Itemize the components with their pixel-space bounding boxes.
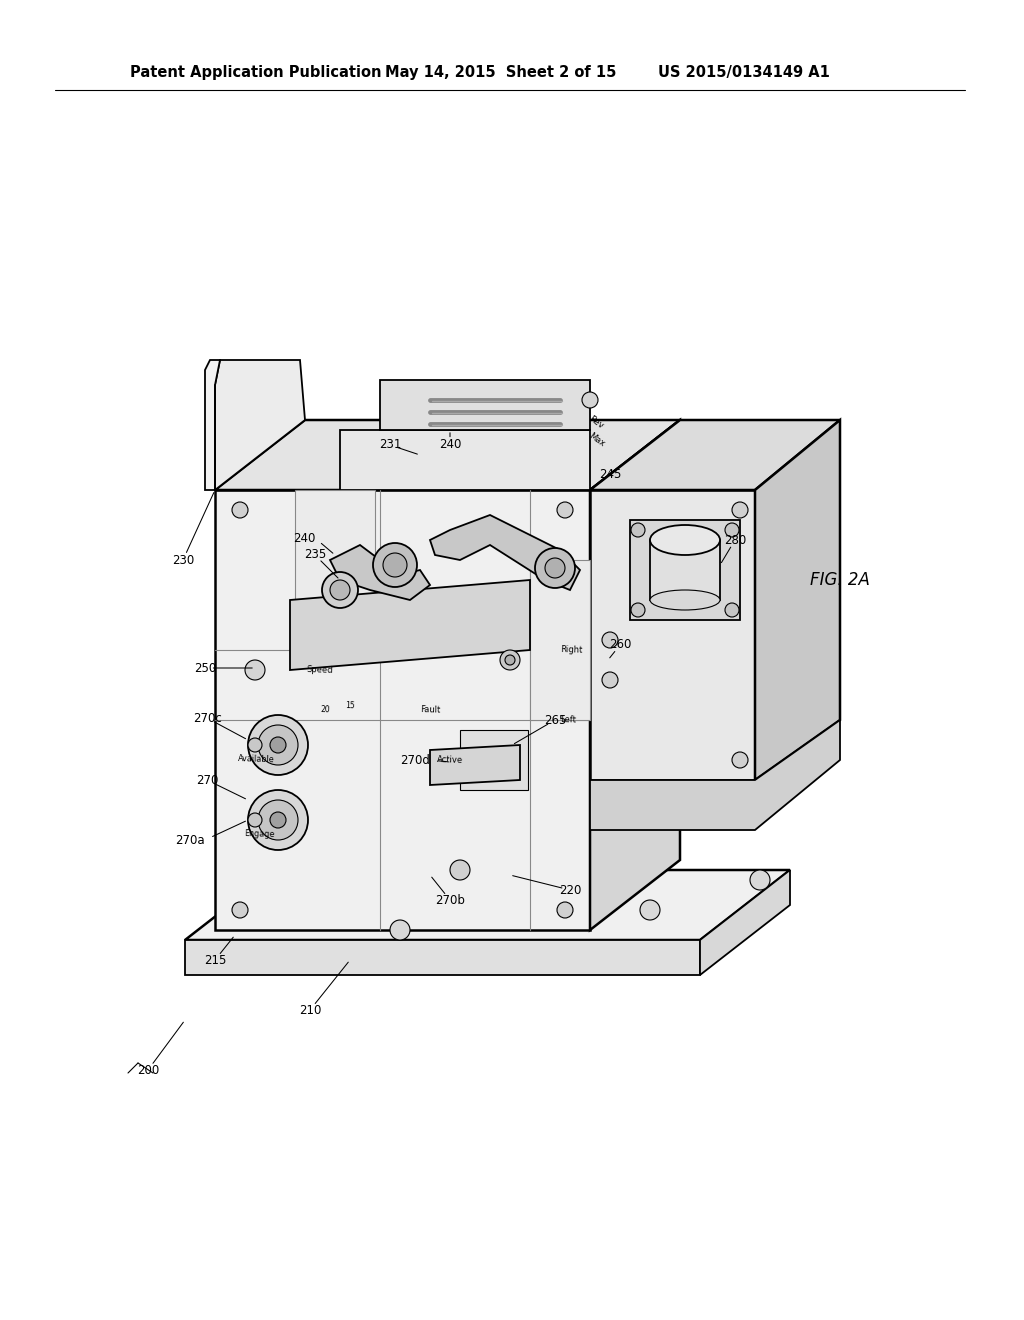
Circle shape <box>270 737 286 752</box>
Text: 245: 245 <box>599 469 622 482</box>
Circle shape <box>631 603 645 616</box>
Text: 240: 240 <box>439 438 461 451</box>
Ellipse shape <box>650 525 720 554</box>
Circle shape <box>582 392 598 408</box>
Circle shape <box>245 660 265 680</box>
Polygon shape <box>755 420 840 780</box>
Text: Right: Right <box>560 645 583 655</box>
Polygon shape <box>700 870 790 975</box>
Circle shape <box>557 502 573 517</box>
Text: 265: 265 <box>544 714 566 726</box>
Text: Patent Application Publication: Patent Application Publication <box>130 66 382 81</box>
Circle shape <box>248 813 262 828</box>
Text: 270: 270 <box>196 774 218 787</box>
Circle shape <box>373 543 417 587</box>
Circle shape <box>505 655 515 665</box>
Text: 250: 250 <box>194 661 216 675</box>
Circle shape <box>383 553 407 577</box>
Polygon shape <box>430 515 580 590</box>
Polygon shape <box>650 540 720 601</box>
Text: 235: 235 <box>304 549 326 561</box>
Text: 230: 230 <box>172 553 195 566</box>
Polygon shape <box>590 719 840 830</box>
Text: 280: 280 <box>724 533 746 546</box>
Circle shape <box>545 558 565 578</box>
Circle shape <box>732 752 748 768</box>
Circle shape <box>390 920 410 940</box>
Circle shape <box>248 715 308 775</box>
Circle shape <box>725 603 739 616</box>
Polygon shape <box>430 744 520 785</box>
Circle shape <box>500 649 520 671</box>
Polygon shape <box>630 520 740 620</box>
Circle shape <box>258 725 298 766</box>
Text: 240: 240 <box>293 532 315 544</box>
Text: 200: 200 <box>137 1064 159 1077</box>
Circle shape <box>631 523 645 537</box>
Text: Fault: Fault <box>420 705 440 715</box>
Circle shape <box>232 902 248 917</box>
Circle shape <box>450 861 470 880</box>
Polygon shape <box>290 579 530 671</box>
Polygon shape <box>215 360 305 490</box>
Text: Left: Left <box>560 715 577 725</box>
Ellipse shape <box>650 590 720 610</box>
Text: Available: Available <box>239 754 275 764</box>
Text: 210: 210 <box>299 1003 322 1016</box>
Polygon shape <box>460 730 528 789</box>
Circle shape <box>248 738 262 752</box>
Circle shape <box>258 800 298 840</box>
Text: 260: 260 <box>609 639 631 652</box>
Circle shape <box>322 572 358 609</box>
Polygon shape <box>185 870 790 940</box>
Polygon shape <box>530 560 590 719</box>
Text: 15: 15 <box>345 701 355 710</box>
Circle shape <box>270 812 286 828</box>
Polygon shape <box>215 420 680 490</box>
Text: 270d: 270d <box>400 754 430 767</box>
Polygon shape <box>215 490 590 931</box>
Polygon shape <box>380 380 590 430</box>
Circle shape <box>640 900 660 920</box>
Polygon shape <box>590 420 680 931</box>
Text: May 14, 2015  Sheet 2 of 15: May 14, 2015 Sheet 2 of 15 <box>385 66 616 81</box>
Polygon shape <box>590 490 755 780</box>
Text: Max: Max <box>588 432 607 449</box>
Circle shape <box>602 672 618 688</box>
Text: 270c: 270c <box>193 711 221 725</box>
Text: 270b: 270b <box>435 894 465 907</box>
Text: 231: 231 <box>379 438 401 451</box>
Circle shape <box>330 579 350 601</box>
Polygon shape <box>590 420 840 490</box>
Text: 220: 220 <box>559 883 582 896</box>
Text: 215: 215 <box>204 953 226 966</box>
Polygon shape <box>330 545 430 601</box>
Text: 270a: 270a <box>175 833 205 846</box>
Text: Active: Active <box>437 755 463 766</box>
Circle shape <box>535 548 575 587</box>
Polygon shape <box>340 430 590 490</box>
Circle shape <box>232 502 248 517</box>
Circle shape <box>750 870 770 890</box>
Circle shape <box>557 902 573 917</box>
Text: Rev: Rev <box>588 414 605 430</box>
Text: FIG. 2A: FIG. 2A <box>810 572 869 589</box>
Circle shape <box>602 632 618 648</box>
Circle shape <box>732 502 748 517</box>
Circle shape <box>248 789 308 850</box>
Text: US 2015/0134149 A1: US 2015/0134149 A1 <box>658 66 829 81</box>
Text: 20: 20 <box>321 705 330 714</box>
Polygon shape <box>295 490 375 649</box>
Polygon shape <box>185 940 700 975</box>
Polygon shape <box>205 360 220 490</box>
Text: Speed: Speed <box>306 665 334 675</box>
Circle shape <box>725 523 739 537</box>
Text: Engage: Engage <box>245 829 275 840</box>
